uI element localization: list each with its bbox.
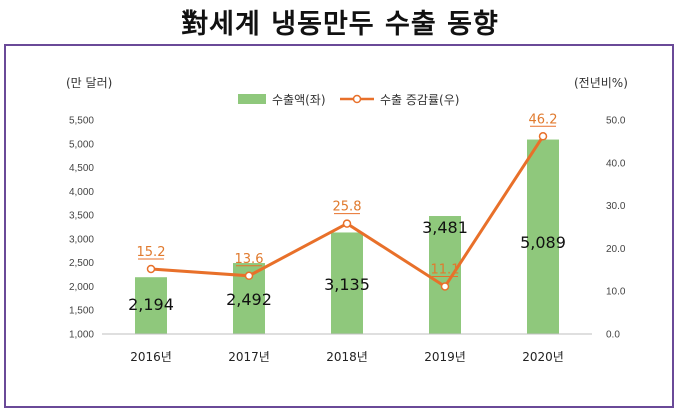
left-tick-label: 1,500 [69,306,94,317]
line-series: 15.2 13.6 25.8 11.1 46.2 [137,112,558,291]
left-tick-label: 5,500 [69,116,94,127]
line-value-label: 46.2 [529,112,558,127]
line-point [342,219,352,228]
chart-frame [4,44,674,408]
legend: 수출액(좌) 수출 증감률(우) [238,93,459,107]
bar [527,139,559,334]
left-tick-label: 5,000 [69,139,94,150]
line-point [146,264,156,274]
left-tick-label: 3,500 [69,211,94,222]
category-label: 2016년 [130,350,172,364]
left-tick-label: 4,000 [69,187,94,198]
line-point [538,132,548,141]
left-tick-label: 3,000 [69,234,94,245]
left-axis: 1,000 1,500 2,000 2,500 3,000 3,500 4,000 4,500… [69,116,94,341]
right-tick-label: 50.0 [606,116,626,127]
legend-line-marker [352,94,362,104]
right-axis-unit: (전년비%) [574,76,628,90]
line-value-label: 15.2 [137,245,166,260]
left-tick-label: 2,000 [69,282,94,293]
bar [429,216,461,334]
category-label: 2019년 [424,350,466,364]
legend-line-label: 수출 증감률(우) [380,93,459,107]
bar-value-label: 3,135 [324,275,370,294]
bar-value-label: 5,089 [520,233,566,252]
line-point [440,282,450,291]
bar [331,232,363,334]
legend-bar-swatch [238,94,266,104]
left-axis-unit: (만 달러) [66,76,112,90]
bar-value-label: 2,194 [128,295,174,314]
category-label: 2020년 [522,350,564,364]
line-value-label: 25.8 [333,200,362,215]
line-value-label: 11.1 [431,262,460,277]
category-label: 2017년 [228,350,270,364]
category-label: 2018년 [326,350,368,364]
left-tick-label: 4,500 [69,163,94,174]
x-axis: 2016년 2017년 2018년 2019년 2020년 [130,350,564,364]
bar-value-label: 2,492 [226,290,272,309]
left-tick-label: 1,000 [69,330,94,341]
line-point [244,271,254,281]
chart-title: 對세계 냉동만두 수출 동향 [181,9,499,40]
bar [135,277,167,334]
right-tick-label: 0.0 [606,330,620,341]
right-axis: 0.0 10.0 20.0 30.0 40.0 50.0 [606,116,626,341]
right-tick-label: 40.0 [606,158,626,169]
right-tick-label: 10.0 [606,287,626,298]
bar-series: 2,194 2,492 3,135 3,481 5,089 [102,139,592,335]
line-value-label: 13.6 [235,252,264,267]
right-tick-label: 20.0 [606,244,626,255]
right-tick-label: 30.0 [606,201,626,212]
left-tick-label: 2,500 [69,258,94,269]
bar-value-label: 3,481 [422,218,468,237]
legend-bar-label: 수출액(좌) [272,93,326,107]
